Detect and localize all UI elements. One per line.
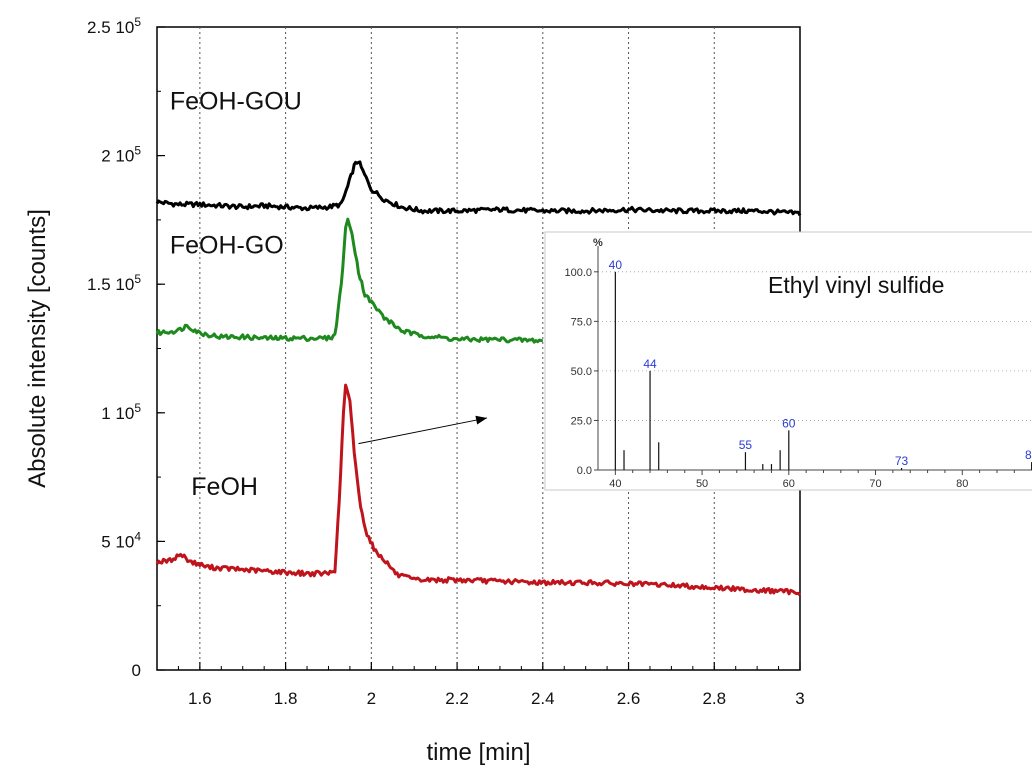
series-line-feoh-gou <box>155 160 802 217</box>
inset-x-tick-label: 60 <box>783 478 795 490</box>
annotation-arrow <box>358 415 488 445</box>
x-tick-label: 2.4 <box>531 689 555 708</box>
inset-peak-label-55: 55 <box>739 438 753 452</box>
series-label-feoh-go: FeOH-GO <box>170 231 284 259</box>
x-tick-label: 2.8 <box>702 689 726 708</box>
inset-x-tick-label: 40 <box>609 478 621 490</box>
inset-y-unit: % <box>593 237 603 249</box>
y-axis-ticks: 0 5 104 1 105 1.5 105 2 105 2.5 105 <box>87 15 165 680</box>
y-tick-label: 2 105 <box>101 144 141 166</box>
x-axis-label: time [min] <box>426 739 530 766</box>
inset-peak-label-40: 40 <box>609 258 623 272</box>
series-line-feoh-go <box>155 217 543 344</box>
x-tick-label: 2.2 <box>445 689 469 708</box>
x-axis-ticks: 1.6 1.8 2 2.2 2.4 2.6 2.8 3 <box>156 662 805 708</box>
series-label-feoh: FeOH <box>191 473 258 501</box>
inset-peak-label-88: 88 <box>1025 448 1032 462</box>
inset-title: Ethyl vinyl sulfide <box>768 272 944 298</box>
arrow-shaft <box>358 417 488 445</box>
series-labels: FeOH-GOU FeOH-GO FeOH <box>170 87 302 501</box>
x-tick-label: 3 <box>795 689 804 708</box>
inset-x-tick-label: 80 <box>956 478 968 490</box>
inset-peak-labels: 40 44 55 60 73 88 <box>609 258 1032 468</box>
inset-y-tick-label: 25.0 <box>571 415 592 427</box>
inset-x-tick-label: 70 <box>869 478 881 490</box>
arrow-head <box>475 415 488 425</box>
x-tick-label: 2 <box>367 689 376 708</box>
inset-y-tick-label: 0.0 <box>577 465 592 477</box>
inset-axes: 0.0 25.0 50.0 75.0 100.0 40 50 60 70 80 <box>564 246 1032 490</box>
y-tick-label: 0 <box>132 661 141 680</box>
inset-y-tick-label: 100.0 <box>564 267 592 279</box>
series-line-feoh <box>155 383 802 597</box>
inset-peak-label-44: 44 <box>643 357 657 371</box>
x-tick-label: 2.6 <box>617 689 641 708</box>
x-tick-label: 1.8 <box>274 689 298 708</box>
inset-y-tick-label: 75.0 <box>571 316 592 328</box>
inset-x-tick-label: 50 <box>696 478 708 490</box>
mass-spectrum-inset: 0.0 25.0 50.0 75.0 100.0 40 50 60 70 80 40 44 55 60 7… <box>544 231 1032 491</box>
y-tick-label: 1.5 105 <box>87 272 141 294</box>
main-plot: 1.6 1.8 2 2.2 2.4 2.6 2.8 3 0 5 104 1 105 1.5 105 2… <box>24 15 805 766</box>
series-label-feoh-gou: FeOH-GOU <box>170 87 302 115</box>
series-layer <box>155 160 802 597</box>
x-tick-label: 1.6 <box>188 689 212 708</box>
inset-y-tick-label: 50.0 <box>571 366 592 378</box>
y-tick-label: 1 105 <box>101 401 141 423</box>
y-tick-label: 2.5 105 <box>87 15 141 37</box>
y-axis-label: Absolute intensity [counts] <box>24 209 51 488</box>
y-tick-label: 5 104 <box>101 529 141 551</box>
inset-peak-label-73: 73 <box>895 454 909 468</box>
inset-peak-label-60: 60 <box>782 416 796 430</box>
